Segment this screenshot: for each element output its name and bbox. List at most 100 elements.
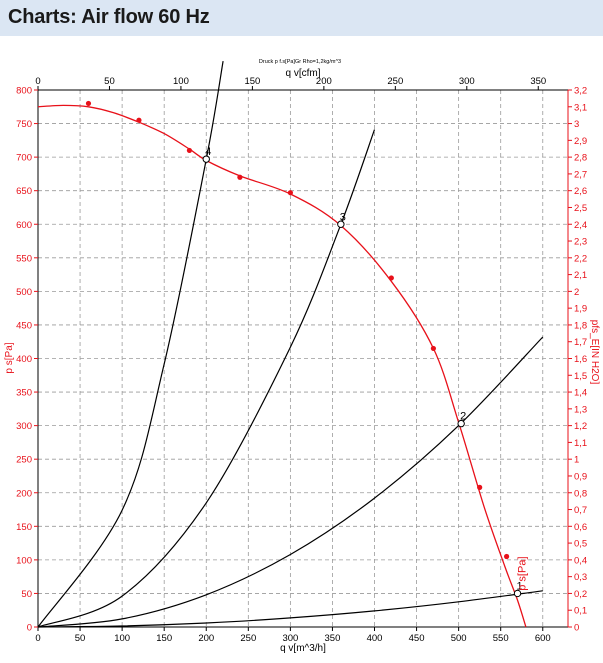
y-right-tick-label: 0,6 [574, 522, 587, 533]
page-title: Charts: Air flow 60 Hz [8, 6, 210, 28]
measured-point [388, 275, 394, 281]
y-right-tick-label: 0,7 [574, 505, 587, 516]
y-right-tick-label: 2,1 [574, 270, 587, 281]
y-right-tick-label: 1,3 [574, 404, 587, 415]
y-right-tick-label: 2 [574, 287, 579, 298]
x-top-tick-label: 300 [459, 76, 475, 87]
measured-point [237, 174, 243, 180]
x-tick-label: 600 [535, 633, 551, 644]
x-top-tick-label: 100 [173, 76, 189, 87]
fan-curve-line [37, 104, 527, 628]
y-tick-label: 50 [21, 589, 32, 600]
y-right-tick-label: 0,4 [574, 555, 587, 566]
y-right-tick-label: 1,7 [574, 337, 587, 348]
y-right-tick-label: 1,4 [574, 388, 587, 399]
axes [34, 86, 572, 631]
x-top-tick-label: 150 [244, 76, 260, 87]
y-right-tick-label: 0,2 [574, 589, 587, 600]
y-right-tick-label: 2,3 [574, 237, 587, 248]
y-right-tick-label: 2,4 [574, 220, 587, 231]
y-tick-label: 600 [16, 220, 32, 231]
y-tick-label: 500 [16, 287, 32, 298]
y-tick-label: 300 [16, 421, 32, 432]
x-tick-label: 100 [114, 633, 130, 644]
y-tick-label: 450 [16, 320, 32, 331]
curve-annotation: p s[Pa] [517, 556, 529, 590]
x-tick-label: 550 [493, 633, 509, 644]
y-tick-label: 400 [16, 354, 32, 365]
measured-point [430, 345, 436, 352]
y-right-tick-label: 1,2 [574, 421, 587, 432]
y-right-tick-label: 0,8 [574, 488, 587, 499]
y-right-tick-label: 1,1 [574, 438, 587, 449]
operating-point-label-1: 1 [516, 580, 522, 592]
x-tick-label: 450 [409, 633, 425, 644]
y-tick-label: 550 [16, 253, 32, 264]
y-right-tick-label: 0 [574, 623, 579, 634]
measured-point [186, 147, 193, 154]
x-top-tick-label: 50 [104, 76, 115, 87]
x-top-axis-title: q v[cfm] [285, 68, 320, 79]
x-tick-label: 500 [451, 633, 467, 644]
y-tick-label: 350 [16, 388, 32, 399]
measured-point [287, 190, 293, 196]
operating-point-1 [513, 589, 522, 598]
x-tick-label: 350 [325, 633, 341, 644]
x-top-tick-label: 200 [316, 76, 332, 87]
y-tick-label: 200 [16, 488, 32, 499]
y-right-tick-label: 3,2 [574, 86, 587, 97]
operating-point-label-2: 2 [460, 411, 466, 423]
x-tick-label: 150 [156, 633, 172, 644]
system-curve-line-3 [37, 129, 376, 628]
y-right-tick-label: 0,3 [574, 572, 587, 583]
operating-point-label-3: 3 [340, 211, 346, 223]
y-right-tick-label: 0,1 [574, 606, 587, 617]
y-right-axis-title: pfs_E[IN H2O] [589, 320, 600, 385]
x-tick-label: 0 [35, 633, 40, 644]
measured-point [85, 100, 92, 107]
header-bar [0, 0, 603, 36]
y-right-tick-label: 3,1 [574, 102, 587, 113]
y-tick-label: 250 [16, 455, 32, 466]
y-tick-label: 650 [16, 186, 32, 197]
y-tick-label: 100 [16, 555, 32, 566]
x-tick-label: 250 [240, 633, 256, 644]
x-top-tick-label: 250 [387, 76, 403, 87]
y-right-tick-label: 2,8 [574, 153, 587, 164]
y-axis-title: p s[Pa] [4, 342, 15, 373]
y-right-tick-label: 1,6 [574, 354, 587, 365]
y-right-tick-label: 2,5 [574, 203, 587, 214]
y-right-tick-label: 1,8 [574, 320, 587, 331]
y-right-tick-label: 2,9 [574, 136, 587, 147]
y-tick-label: 0 [27, 623, 32, 634]
operating-point-3 [337, 220, 345, 228]
y-tick-label: 800 [16, 86, 32, 97]
chart-note: Druck p f.s[Pa]Gr Rho=1,2kg/m^3 [259, 59, 341, 65]
series-layer [37, 60, 544, 628]
y-right-tick-label: 1,5 [574, 371, 587, 382]
x-top-tick-label: 0 [35, 76, 40, 87]
system-curve-line-4 [37, 60, 224, 628]
operating-point-2 [457, 419, 465, 428]
measured-point [503, 553, 510, 560]
y-right-tick-label: 1 [574, 455, 579, 466]
x-tick-label: 300 [282, 633, 298, 644]
measured-point [477, 484, 483, 490]
x-axis-title: q v[m^3/h] [280, 643, 326, 654]
system-curve-line-1 [37, 590, 543, 628]
y-right-tick-label: 0,5 [574, 539, 587, 550]
y-tick-label: 150 [16, 522, 32, 533]
x-tick-label: 200 [198, 633, 214, 644]
y-tick-label: 750 [16, 119, 32, 130]
y-right-tick-label: 1,9 [574, 304, 587, 315]
y-right-tick-label: 2,6 [574, 186, 587, 197]
x-tick-label: 50 [75, 633, 86, 644]
operating-point-label-4: 4 [205, 146, 211, 158]
operating-point-4 [202, 155, 210, 163]
x-top-tick-label: 350 [530, 76, 546, 87]
y-right-tick-label: 2,2 [574, 253, 587, 264]
y-right-tick-label: 2,7 [574, 169, 587, 180]
y-right-tick-label: 0,9 [574, 471, 587, 482]
